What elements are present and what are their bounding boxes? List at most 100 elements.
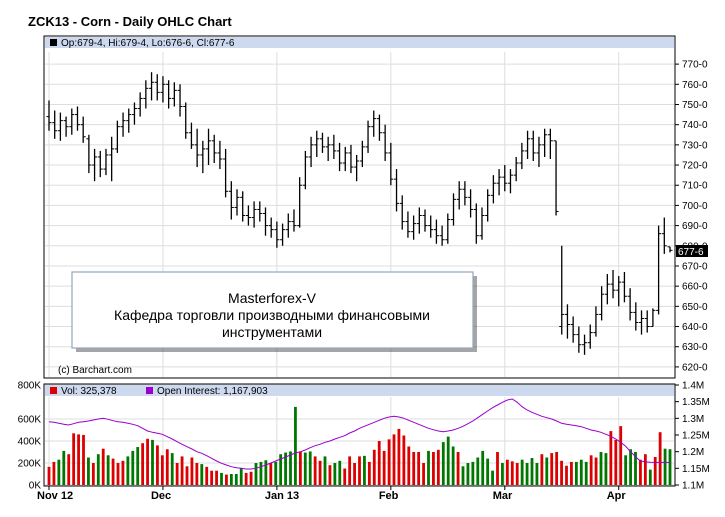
volume-bar: [594, 457, 598, 485]
ohlc-bar: [80, 116, 86, 143]
ohlc-bar: [433, 219, 439, 244]
ohlc-bar: [297, 177, 303, 228]
ohlc-legend-text: Op:679-4, Hi:679-4, Lo:676-6, Cl:677-6: [61, 38, 235, 49]
volume-bar: [407, 446, 411, 485]
volume-bar: [91, 463, 95, 485]
volume-bar: [146, 438, 149, 485]
volume-bar: [284, 452, 287, 485]
ohlc-bar: [57, 112, 63, 141]
ohlc-bar: [582, 334, 588, 355]
volume-bar: [392, 434, 396, 485]
volume-bar: [367, 461, 371, 485]
ohlc-bar: [257, 201, 263, 222]
ohlc-bar: [274, 221, 280, 248]
ohlc-bar: [240, 191, 246, 222]
ohlc-bar: [92, 148, 98, 182]
volume-bar: [269, 463, 273, 485]
ohlc-bar: [143, 80, 149, 109]
ohlc-bar: [194, 128, 200, 168]
volume-legend-swatch: [50, 387, 57, 394]
ohlc-bar: [656, 225, 662, 315]
volume-bar: [96, 454, 100, 485]
volume-bar: [589, 455, 593, 485]
volume-bar: [131, 450, 135, 485]
ohlc-bar: [223, 148, 229, 198]
watermark-line2: Кафедра торговли производными финансовым…: [114, 307, 430, 323]
volume-bar: [402, 435, 406, 485]
volume-bar: [648, 469, 652, 485]
price-axis: 620-0630-0640-0650-0660-0670-0680-0690-0…: [675, 60, 708, 373]
ohlc-bar: [604, 274, 610, 305]
ohlc-bar: [354, 154, 360, 182]
volume-bar: [57, 459, 61, 485]
volume-bar: [466, 463, 470, 485]
oi-tick-label: 1.1M: [682, 481, 704, 492]
volume-bar: [185, 466, 189, 485]
ohlc-bar: [479, 207, 485, 240]
volume-bar: [441, 442, 445, 485]
volume-bar: [234, 474, 238, 485]
volume-bar: [510, 461, 514, 485]
volume-bar: [47, 466, 51, 485]
ohlc-bar: [473, 203, 479, 244]
volume-bar: [220, 472, 223, 485]
volume-bar: [170, 453, 174, 485]
volume-bar: [634, 452, 637, 485]
watermark-line1: Masterforex-V: [228, 290, 317, 306]
volume-bar: [52, 461, 56, 485]
volume-bar: [200, 464, 204, 485]
volume-bar: [225, 474, 228, 485]
ohlc-bar: [154, 74, 160, 101]
ohlc-bar: [496, 169, 502, 196]
volume-bar: [106, 455, 110, 485]
volume-bar: [180, 456, 184, 485]
watermark-box: Masterforex-V Кафедра торговли производн…: [71, 271, 477, 352]
ohlc-bar: [337, 142, 343, 172]
ohlc-bar: [661, 217, 667, 254]
volume-tick-label: 400K: [18, 437, 42, 448]
oi-tick-label: 1.2M: [682, 447, 704, 458]
volume-bar: [239, 468, 243, 485]
ohlc-bar: [245, 205, 251, 226]
ohlc-bar: [513, 156, 519, 182]
ohlc-bar: [627, 288, 633, 321]
ohlc-bar: [570, 316, 576, 343]
month-tick-label: Mar: [493, 490, 513, 502]
ohlc-bar: [542, 128, 548, 157]
volume-bar: [574, 461, 578, 485]
volume-bar: [126, 456, 130, 485]
ohlc-bar: [490, 175, 496, 204]
volume-bar: [72, 433, 76, 485]
ohlc-bar: [69, 108, 75, 135]
ohlc-bar: [348, 144, 354, 174]
ohlc-bar: [291, 209, 297, 232]
price-tick-label: 650-0: [682, 302, 708, 313]
ohlc-bar: [650, 308, 656, 328]
volume-bar: [264, 460, 268, 485]
oi-tick-label: 1.15M: [682, 464, 710, 475]
ohlc-bar: [587, 324, 593, 349]
ohlc-bar: [183, 102, 189, 139]
oi-legend-text: Open Interest: 1,167,903: [157, 386, 268, 397]
ohlc-bar: [633, 302, 639, 331]
month-tick-label: Apr: [607, 490, 627, 502]
ohlc-bar: [46, 100, 52, 131]
volume-bar: [461, 466, 465, 485]
ohlc-bar: [285, 213, 291, 238]
ohlc-bar: [52, 110, 58, 139]
volume-bar: [427, 450, 430, 485]
volume-bar: [382, 450, 386, 485]
ohlc-bar: [547, 128, 553, 159]
ohlc-bar: [149, 72, 155, 101]
volume-bar: [579, 459, 583, 485]
volume-bars: [47, 406, 672, 485]
volume-bar: [348, 456, 352, 485]
volume-bar: [249, 471, 253, 485]
ohlc-bar: [177, 84, 183, 117]
volume-axis-left: 0K 200K 400K 600K 800K: [18, 381, 42, 492]
oi-tick-label: 1.4M: [682, 381, 704, 392]
ohlc-bar: [325, 136, 331, 162]
ohlc-bar: [228, 181, 234, 220]
ohlc-bar: [359, 140, 365, 168]
ohlc-bar: [251, 201, 257, 228]
